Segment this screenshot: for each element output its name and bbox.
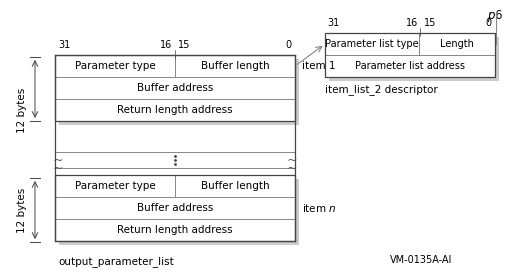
Text: 15: 15: [424, 18, 436, 28]
Text: Buffer address: Buffer address: [137, 83, 213, 93]
Text: 0: 0: [486, 18, 492, 28]
Text: 12 bytes: 12 bytes: [17, 87, 27, 133]
Text: Parameter list type: Parameter list type: [325, 39, 419, 49]
Text: ~: ~: [53, 154, 63, 167]
Bar: [55, 99, 295, 121]
Text: 15: 15: [178, 40, 190, 50]
Text: Parameter type: Parameter type: [75, 181, 155, 191]
Bar: [55, 219, 295, 241]
Text: 0: 0: [286, 40, 292, 50]
Text: 16: 16: [406, 18, 418, 28]
Text: 16: 16: [160, 40, 172, 50]
Bar: [175, 175, 295, 197]
Bar: [55, 55, 175, 77]
Text: Return length address: Return length address: [117, 105, 233, 115]
Text: Buffer length: Buffer length: [201, 181, 269, 191]
Text: Return length address: Return length address: [117, 225, 233, 235]
Bar: [55, 77, 295, 99]
Text: item_list_2 descriptor: item_list_2 descriptor: [325, 84, 438, 95]
Text: ~: ~: [287, 162, 297, 175]
Bar: [55, 55, 295, 121]
Text: 12 bytes: 12 bytes: [17, 187, 27, 233]
Text: item 1: item 1: [302, 61, 335, 71]
Text: Buffer length: Buffer length: [201, 61, 269, 71]
Text: ~: ~: [287, 154, 297, 167]
Bar: [325, 33, 495, 77]
Text: VM-0135A-AI: VM-0135A-AI: [390, 255, 452, 265]
Bar: [329, 37, 499, 81]
Bar: [55, 197, 295, 219]
Bar: [325, 55, 495, 77]
Text: Length: Length: [440, 39, 474, 49]
Text: ~: ~: [53, 162, 63, 175]
Text: 31: 31: [58, 40, 70, 50]
Bar: [419, 33, 495, 55]
Bar: [175, 55, 295, 77]
Bar: [59, 179, 299, 245]
Bar: [55, 175, 175, 197]
Text: Parameter type: Parameter type: [75, 61, 155, 71]
Text: Buffer address: Buffer address: [137, 203, 213, 213]
Bar: [325, 33, 419, 55]
Text: 31: 31: [327, 18, 339, 28]
Bar: [55, 175, 295, 241]
Bar: [59, 59, 299, 125]
Text: item $\it{n}$: item $\it{n}$: [302, 202, 336, 214]
Text: output_parameter_list: output_parameter_list: [58, 256, 174, 267]
Text: Parameter list address: Parameter list address: [355, 61, 465, 71]
Text: $\it{p6}$: $\it{p6}$: [487, 8, 503, 24]
